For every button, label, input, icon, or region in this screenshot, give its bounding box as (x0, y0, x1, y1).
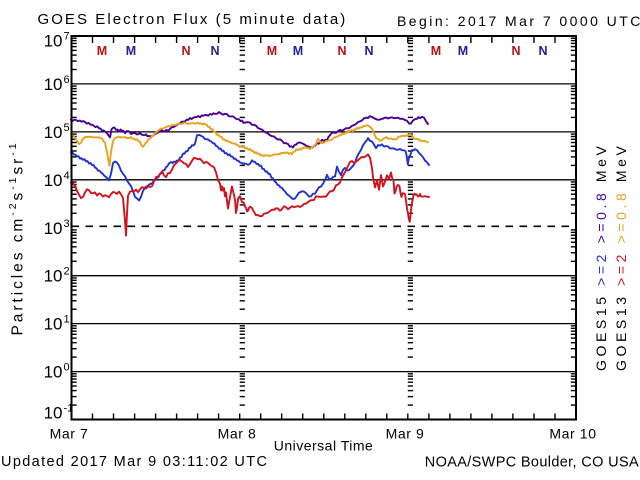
svg-text:N: N (337, 44, 346, 58)
svg-text:Mar 10: Mar 10 (549, 426, 596, 442)
svg-text:Mar 8: Mar 8 (218, 426, 257, 442)
svg-text:4: 4 (64, 170, 70, 182)
svg-text:7: 7 (64, 31, 70, 43)
svg-text:1: 1 (64, 314, 70, 326)
svg-text:10: 10 (44, 404, 63, 423)
svg-text:N: N (538, 44, 547, 58)
svg-text:10: 10 (44, 219, 63, 238)
svg-text:M: M (293, 44, 303, 58)
svg-text:M: M (458, 44, 468, 58)
svg-text:10: 10 (44, 315, 63, 334)
svg-text:N: N (511, 44, 520, 58)
svg-text:M: M (267, 44, 277, 58)
svg-text:5: 5 (64, 122, 70, 134)
svg-text:Mar 9: Mar 9 (386, 426, 425, 442)
svg-text:Begin: 2017 Mar 7 0000 UTC: Begin: 2017 Mar 7 0000 UTC (397, 13, 640, 29)
svg-text:2: 2 (64, 266, 70, 278)
svg-text:M: M (97, 44, 107, 58)
svg-text:-1: -1 (64, 403, 74, 415)
svg-text:10: 10 (44, 171, 63, 190)
svg-text:Particles cm-2s-1sr-1: Particles cm-2s-1sr-1 (7, 140, 27, 335)
svg-text:GOES15 >=2 >=0.8 MeV: GOES15 >=2 >=0.8 MeV (593, 143, 609, 371)
svg-text:N: N (181, 44, 190, 58)
svg-text:10: 10 (44, 123, 63, 142)
svg-text:0: 0 (64, 362, 70, 374)
svg-text:Updated 2017 Mar 9 03:11:02 U: Updated 2017 Mar 9 03:11:02 UTC (1, 454, 268, 470)
svg-text:10: 10 (44, 267, 63, 286)
svg-text:Universal Time: Universal Time (274, 438, 374, 454)
svg-text:3: 3 (64, 218, 70, 230)
svg-text:6: 6 (64, 74, 70, 86)
svg-text:10: 10 (44, 75, 63, 94)
svg-text:NOAA/SWPC Boulder, CO USA: NOAA/SWPC Boulder, CO USA (425, 455, 639, 471)
svg-text:10: 10 (44, 32, 63, 51)
svg-text:M: M (431, 44, 441, 58)
svg-text:Mar 7: Mar 7 (50, 426, 89, 442)
svg-text:N: N (210, 44, 219, 58)
svg-text:M: M (126, 44, 136, 58)
svg-text:N: N (364, 44, 373, 58)
svg-text:GOES Electron Flux (5 minute d: GOES Electron Flux (5 minute data) (38, 11, 348, 28)
svg-text:GOES13 >=2 >=0.8 MeV: GOES13 >=2 >=0.8 MeV (613, 143, 629, 371)
svg-text:10: 10 (44, 363, 63, 382)
